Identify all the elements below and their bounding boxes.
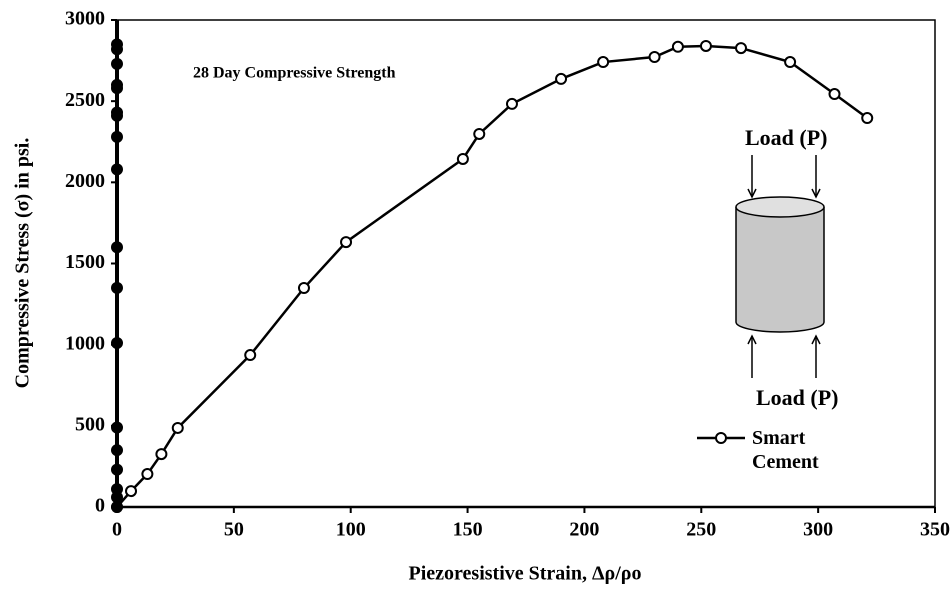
data-point [505,97,518,110]
data-point [671,40,684,53]
y-tick-label: 1000 [65,332,105,354]
data-point [141,468,154,481]
data-point [111,43,123,56]
x-tick-label: 150 [453,519,483,541]
cylinder [735,155,825,378]
legend-marker [715,432,727,444]
data-point [111,82,123,95]
data-point [155,448,168,461]
data-point [111,281,123,294]
x-tick-label: 350 [920,519,950,541]
y-tick-label: 3000 [65,8,105,30]
data-point [111,130,123,143]
data-point [111,444,123,457]
data-point [297,282,310,295]
data-point [735,42,748,55]
data-point [111,241,123,254]
x-tick-label: 0 [112,519,122,541]
data-point [555,72,568,85]
legend-label: Smart Cement [752,427,819,473]
x-tick-label: 200 [569,519,599,541]
data-point [111,109,123,122]
load-label: Load (P) [745,125,828,150]
data-point [244,349,257,362]
y-tick-label: 1500 [65,251,105,273]
data-point [597,56,610,69]
data-point [111,337,123,350]
data-point [111,163,123,176]
data-point [111,57,123,70]
data-point [125,485,138,498]
annotation: 28 Day Compressive Strength [193,65,396,82]
data-point [473,127,486,140]
data-point [171,421,184,434]
data-point [648,51,661,64]
x-axis-title: Piezoresistive Strain, Δρ/ρo [409,563,642,585]
y-axis-title: Compressive Stress (σ) in psi. [12,138,34,389]
data-point [111,421,123,434]
x-tick-label: 100 [336,519,366,541]
y-tick-label: 500 [75,413,105,435]
data-point [340,236,353,249]
data-point [111,463,123,476]
data-point [111,501,123,513]
y-tick-label: 2000 [65,170,105,192]
y-tick-label: 2500 [65,89,105,111]
x-tick-label: 250 [686,519,716,541]
x-tick-label: 300 [803,519,833,541]
data-point [784,56,797,69]
data-point [111,491,123,504]
data-point [828,88,841,101]
x-tick-label: 50 [224,519,244,541]
data-point [699,39,712,52]
load-label: Load (P) [756,385,839,410]
data-point [456,152,469,165]
data-point [861,112,874,125]
y-tick-label: 0 [95,495,105,517]
